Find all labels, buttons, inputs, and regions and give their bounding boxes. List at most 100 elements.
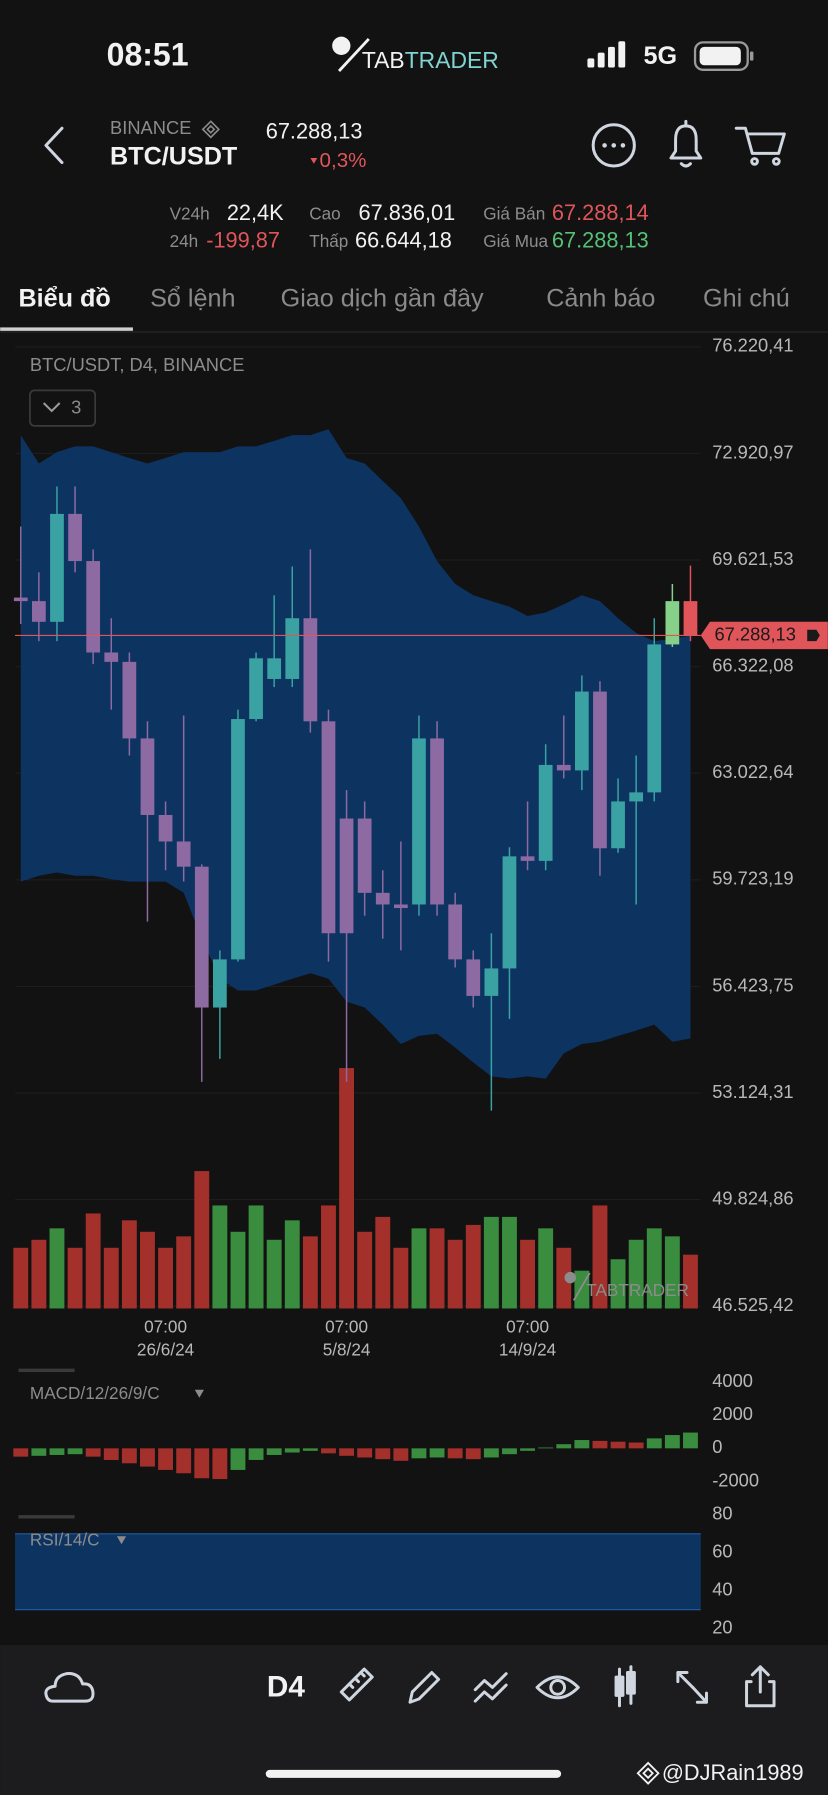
macd-bar [357,1448,373,1458]
tab[interactable]: Sổ lệnh [150,285,235,313]
tab[interactable]: Giao dịch gần đây [281,285,484,313]
volume-bar [67,1247,83,1309]
macd-bar [194,1448,210,1479]
macd-bar [121,1448,137,1464]
volume-bar [447,1239,463,1309]
candle-body [158,814,173,842]
x-tick-time: 07:00 [144,1316,187,1336]
y-tick-label: 20 [712,1617,732,1638]
candle-body [122,661,137,739]
volume-bar [49,1228,65,1309]
candle-body [285,618,300,679]
macd-bar [628,1442,644,1449]
volume-bar [357,1231,373,1309]
battery [693,41,754,71]
logo: TABTRADER [332,36,499,73]
macd-bar [248,1448,264,1460]
fullscreen-button[interactable] [676,1671,708,1704]
macd-bar [212,1448,228,1480]
candle-body [375,892,390,905]
stat-value: 67.836,01 [358,200,455,225]
candle-body [104,652,119,662]
y-tick-label: 46.525,42 [712,1294,793,1315]
candle-body [231,719,245,960]
candle-body [194,866,209,1008]
candle-body [140,738,155,815]
macd-bar [592,1440,608,1449]
macd-bar [13,1448,29,1457]
y-tick-label: 40 [712,1579,732,1600]
macd-bar [646,1438,662,1449]
macd-bar [49,1448,65,1455]
share-button[interactable] [745,1665,776,1708]
macd-menu[interactable] [194,1389,204,1398]
x-tick-label: 14/9/24 [499,1339,557,1359]
home-indicator [265,1769,562,1778]
tab[interactable]: Ghi chú [703,285,790,313]
macd-bar [375,1448,391,1460]
volume-bar [13,1247,29,1309]
macd-bar [321,1448,336,1454]
macd-bar [302,1448,318,1451]
draw-button[interactable] [408,1671,441,1704]
cloud-button[interactable] [44,1672,95,1703]
tab[interactable]: Biểu đồ [18,285,110,313]
volume-bar [248,1205,264,1309]
macd-bar [574,1440,590,1449]
band-fill [20,429,691,1079]
indicators-button[interactable] [473,1672,508,1703]
macd-bar [483,1448,499,1458]
tab-indicator [0,327,133,331]
macd-bar [140,1448,155,1467]
exchange: BINANCE [110,117,191,138]
volume-bar [176,1236,192,1309]
macd-bar [103,1448,119,1460]
tag-icon [807,629,820,642]
y-tick-label: 4000 [712,1370,753,1391]
last-price-label: 67.288,13 [715,623,796,644]
volume-bar [375,1216,391,1309]
alert-button[interactable] [669,119,703,168]
macd-bar [520,1448,536,1451]
logo-tab: TAB [362,47,405,73]
volume-bar [212,1205,228,1309]
candle-body [68,513,82,562]
chart-type-button[interactable] [614,1665,636,1708]
stat-label: V24h [170,204,210,224]
ruler-button[interactable] [339,1667,374,1702]
more-button[interactable] [591,123,636,168]
volume-bar [85,1213,101,1309]
candle-body [665,601,680,645]
candle-body [448,904,463,960]
candle-body [267,658,282,679]
stat-label: Giá Mua [483,231,548,251]
y-tick-label: 66.322,08 [712,654,793,675]
candle-body [484,968,499,996]
stat-value: 66.644,18 [355,227,452,252]
macd-bar [556,1444,572,1449]
candle-body [556,764,571,771]
timeframe-button[interactable]: D4 [267,1670,305,1703]
stat-label: Thấp [309,231,348,251]
volume-bar [103,1247,119,1309]
tabs: Biểu đồ Sổ lệnh Giao dịch gần đây Cảnh báo G… [18,285,789,313]
logo-dot [332,36,351,55]
volume-bar [31,1239,47,1309]
last-price-tag [700,621,828,650]
candle-body [538,764,553,861]
y-tick-label: 2000 [712,1403,753,1424]
macd-bar [610,1441,626,1449]
rsi-title: RSI/14/C [30,1529,100,1549]
tab[interactable]: Cảnh báo [546,285,655,313]
cart-button[interactable] [734,126,786,166]
y-tick-label: -2000 [712,1469,759,1490]
candle-body [50,513,64,622]
indicator-toggle[interactable]: 3 [29,389,97,427]
volume-bar [284,1220,300,1309]
volume-bar [592,1205,608,1309]
rsi-menu[interactable] [116,1536,127,1545]
visibility-button[interactable] [535,1675,580,1700]
back-button[interactable] [44,126,64,165]
